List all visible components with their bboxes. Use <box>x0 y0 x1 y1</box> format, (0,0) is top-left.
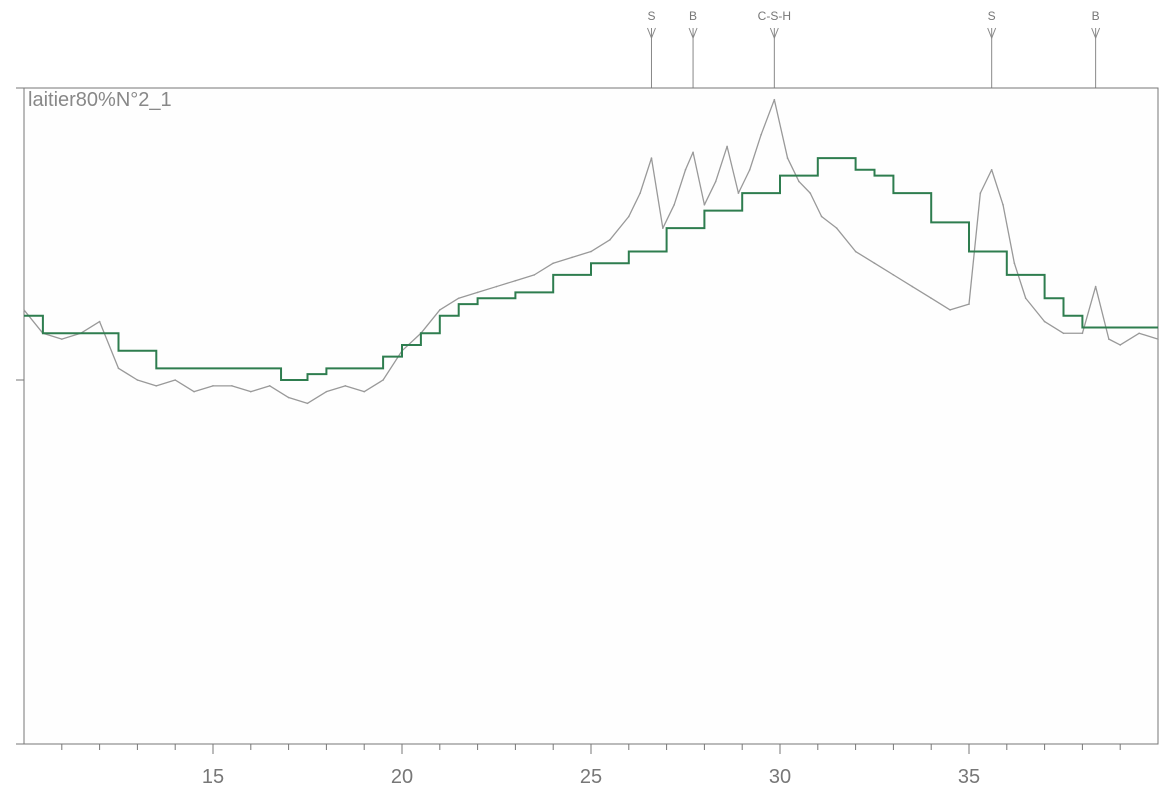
measured-point <box>821 216 823 218</box>
measured-point <box>949 309 951 311</box>
measured-point <box>307 403 309 405</box>
measured-point <box>1119 344 1121 346</box>
measured-point <box>991 169 993 171</box>
peak-marker: B <box>689 9 697 88</box>
measured-point <box>23 309 25 311</box>
measured-point <box>726 146 728 148</box>
measured-point <box>590 251 592 253</box>
measured-point <box>704 204 706 206</box>
measured-point <box>174 379 176 381</box>
plot-frame <box>24 88 1158 744</box>
x-tick-label: 30 <box>769 766 791 788</box>
measured-point <box>930 297 932 299</box>
measured-point <box>912 286 914 288</box>
measured-point <box>836 227 838 229</box>
peak-marker-label: S <box>988 9 996 23</box>
measured-point <box>439 309 441 311</box>
measured-point <box>639 192 641 194</box>
measured-point <box>99 321 101 323</box>
measured-point <box>874 262 876 264</box>
x-tick-label: 35 <box>958 766 980 788</box>
measured-point <box>749 169 751 171</box>
measured-point <box>855 251 857 253</box>
measured-point <box>212 385 214 387</box>
x-tick-label: 25 <box>580 766 602 788</box>
measured-point <box>552 262 554 264</box>
peak-marker: S <box>647 9 655 88</box>
measured-point <box>269 385 271 387</box>
measured-point <box>760 134 762 136</box>
measured-point <box>609 239 611 241</box>
measured-point <box>787 157 789 159</box>
measured-point <box>738 192 740 194</box>
measured-point <box>137 379 139 381</box>
measured-point <box>534 274 536 276</box>
measured-point <box>61 338 63 340</box>
measured-point <box>571 257 573 259</box>
measured-point <box>692 151 694 153</box>
measured-point <box>515 280 517 282</box>
measured-point <box>1095 286 1097 288</box>
peak-marker-label: B <box>689 9 697 23</box>
measured-point <box>1063 332 1065 334</box>
measured-point <box>156 385 158 387</box>
measured-point <box>980 192 982 194</box>
peak-marker-label: C-S-H <box>758 9 791 23</box>
x-axis: 15 20 25 30 35 <box>62 744 1120 788</box>
peak-marker-label: B <box>1092 9 1100 23</box>
chart-title: laitier80%N°2_1 <box>28 89 172 111</box>
peak-marker: B <box>1092 9 1100 88</box>
measured-point <box>1108 338 1110 340</box>
measured-point <box>193 391 195 393</box>
measured-point <box>809 192 811 194</box>
measured-point <box>250 391 252 393</box>
measured-point <box>798 181 800 183</box>
peak-marker: C-S-H <box>758 9 791 88</box>
measured-point <box>1002 204 1004 206</box>
left-ticks <box>16 88 24 744</box>
measured-point <box>496 286 498 288</box>
measured-point <box>345 385 347 387</box>
measured-point <box>685 169 687 171</box>
measured-point <box>231 385 233 387</box>
measured-point <box>1025 297 1027 299</box>
measured-point <box>382 379 384 381</box>
measured-point <box>662 227 664 229</box>
measured-point <box>651 157 653 159</box>
x-tick-label: 15 <box>202 766 224 788</box>
measured-point <box>968 303 970 305</box>
measured-point <box>1044 321 1046 323</box>
x-tick-label: 20 <box>391 766 413 788</box>
measured-point <box>458 297 460 299</box>
measured-point <box>628 216 630 218</box>
peak-marker-label: S <box>647 9 655 23</box>
measured-point <box>893 274 895 276</box>
measured-point <box>673 204 675 206</box>
measured-point <box>1014 262 1016 264</box>
measured-point <box>774 99 776 101</box>
measured-point <box>118 368 120 370</box>
measured-point <box>363 391 365 393</box>
measured-point <box>477 292 479 294</box>
measured-point <box>715 181 717 183</box>
measured-point <box>1082 332 1084 334</box>
measured-point <box>1138 332 1140 334</box>
peak-markers: S B C-S-H S B <box>647 9 1099 88</box>
peak-marker: S <box>988 9 996 88</box>
measured-point <box>326 391 328 393</box>
measured-point <box>288 397 290 399</box>
